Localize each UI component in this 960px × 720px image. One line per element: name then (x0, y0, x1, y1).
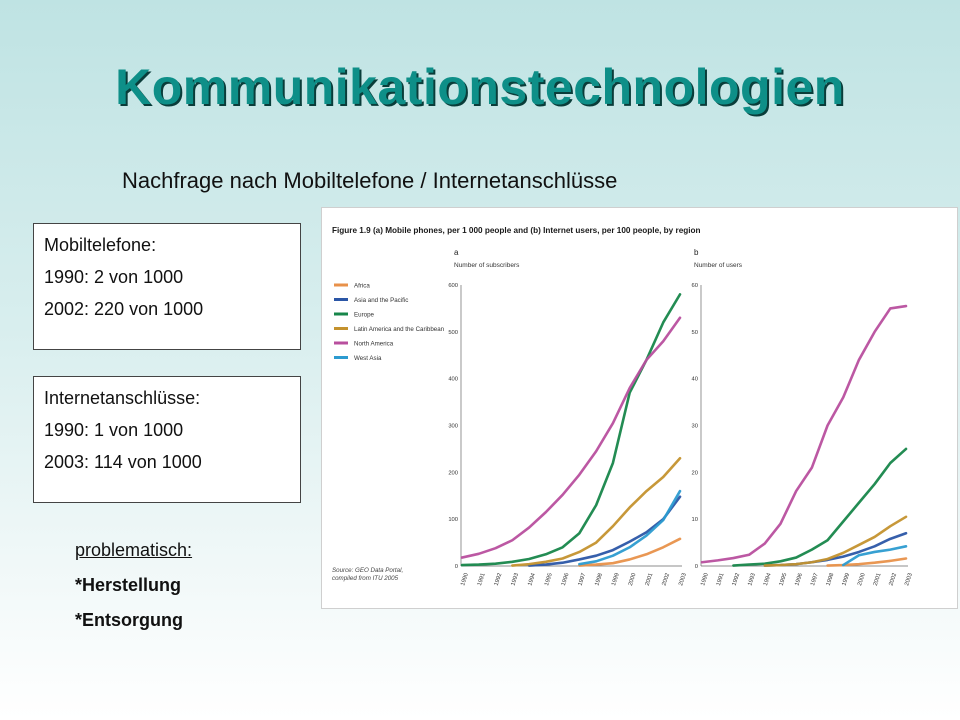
x-tick-label: 2003 (904, 572, 914, 586)
slide-subtitle: Nachfrage nach Mobiltelefone / Interneta… (122, 168, 618, 193)
mobile-box-2002: 2002: 220 von 1000 (44, 299, 204, 319)
y-tick-label: 60 (692, 283, 698, 289)
internet-box-2003: 2003: 114 von 1000 (44, 452, 202, 472)
problem-item: *Herstellung (75, 575, 182, 595)
x-tick-label: 2002 (661, 572, 671, 586)
x-tick-label: 2000 (628, 572, 638, 586)
legend-label: Europe (354, 312, 375, 319)
series-line-latin-america-and-the-caribbean (763, 515, 908, 567)
x-tick-label: 1994 (763, 572, 773, 587)
y-tick-label: 200 (448, 470, 458, 476)
y-tick-label: 400 (448, 377, 458, 383)
series-line-latin-america-and-the-caribbean (511, 456, 682, 567)
legend-label: Latin America and the Caribbean (354, 326, 445, 333)
x-tick-label: 1997 (578, 572, 588, 586)
x-tick-label: 1993 (747, 572, 757, 586)
x-tick-label: 1998 (826, 572, 836, 586)
y-tick-label: 600 (448, 283, 458, 289)
x-tick-label: 1995 (779, 572, 789, 586)
figure-svg: Figure 1.9 (a) Mobile phones, per 1 000 … (332, 226, 914, 587)
problem-item: *Entsorgung (75, 610, 183, 630)
mobile-box-1990: 1990: 2 von 1000 (44, 267, 184, 287)
y-tick-label: 30 (692, 424, 698, 430)
series-line-africa (578, 537, 682, 567)
problems-heading: problematisch: (75, 540, 193, 560)
figure-title: Figure 1.9 (a) Mobile phones, per 1 000 … (332, 226, 701, 235)
y-tick-label: 40 (692, 377, 698, 383)
y-axis-label: Number of users (694, 262, 743, 269)
series-line-west-asia (578, 489, 682, 566)
x-tick-label: 1991 (477, 572, 487, 586)
x-tick-label: 1996 (794, 572, 804, 586)
mobile-phones-box: Mobiltelefone: 1990: 2 von 1000 2002: 22… (33, 223, 301, 350)
series-line-asia-and-the-pacific (527, 495, 682, 567)
series-line-europe (732, 447, 908, 567)
series-line-west-asia (841, 545, 908, 567)
x-tick-label: 1992 (732, 572, 742, 586)
y-tick-label: 0 (455, 564, 458, 570)
y-axis-label: Number of subscribers (454, 262, 520, 269)
panel-letter: b (694, 248, 699, 257)
y-tick-label: 20 (692, 470, 698, 476)
x-tick-label: 1995 (544, 572, 554, 586)
internet-box: Internetanschlüsse: 1990: 1 von 1000 200… (33, 376, 301, 503)
x-tick-label: 2003 (678, 572, 688, 586)
x-tick-label: 1996 (561, 572, 571, 586)
series-line-africa (826, 557, 908, 567)
series-line-north-america (700, 304, 908, 564)
slide-title: Kommunikationstechnologien (115, 59, 845, 115)
x-tick-label: 1990 (460, 572, 470, 586)
problems-list: problematisch: *Herstellung *Entsorgung (75, 540, 192, 645)
series-line-europe (460, 293, 682, 567)
x-tick-label: 2002 (889, 572, 899, 586)
y-tick-label: 10 (692, 517, 698, 523)
panel-letter: a (454, 248, 459, 257)
x-tick-label: 2001 (873, 572, 883, 586)
source-note-line: Source: GEO Data Portal, (332, 567, 403, 574)
series-line-north-america (460, 316, 682, 559)
legend-label: Asia and the Pacific (354, 297, 408, 304)
y-tick-label: 50 (692, 330, 698, 336)
x-tick-label: 2001 (645, 572, 655, 586)
x-tick-label: 1991 (716, 572, 726, 586)
y-tick-label: 500 (448, 330, 458, 336)
x-tick-label: 1994 (527, 572, 537, 587)
x-tick-label: 1999 (611, 572, 621, 586)
mobile-box-heading: Mobiltelefone: (44, 235, 157, 255)
x-tick-label: 1990 (700, 572, 710, 586)
y-tick-label: 300 (448, 424, 458, 430)
legend-label: Africa (354, 283, 370, 290)
internet-box-heading: Internetanschlüsse: (44, 388, 201, 408)
source-note-line: compiled from ITU 2005 (332, 575, 399, 582)
y-tick-label: 100 (448, 517, 458, 523)
x-tick-label: 2000 (857, 572, 867, 586)
y-tick-label: 0 (695, 564, 698, 570)
x-tick-label: 1998 (594, 572, 604, 586)
x-tick-label: 1997 (810, 572, 820, 586)
internet-box-1990: 1990: 1 von 1000 (44, 420, 184, 440)
x-tick-label: 1993 (511, 572, 521, 586)
x-tick-label: 1992 (494, 572, 504, 586)
legend-label: West Asia (354, 355, 382, 362)
legend-label: North America (354, 341, 394, 348)
x-tick-label: 1999 (841, 572, 851, 586)
figure-panel: Figure 1.9 (a) Mobile phones, per 1 000 … (322, 208, 957, 608)
